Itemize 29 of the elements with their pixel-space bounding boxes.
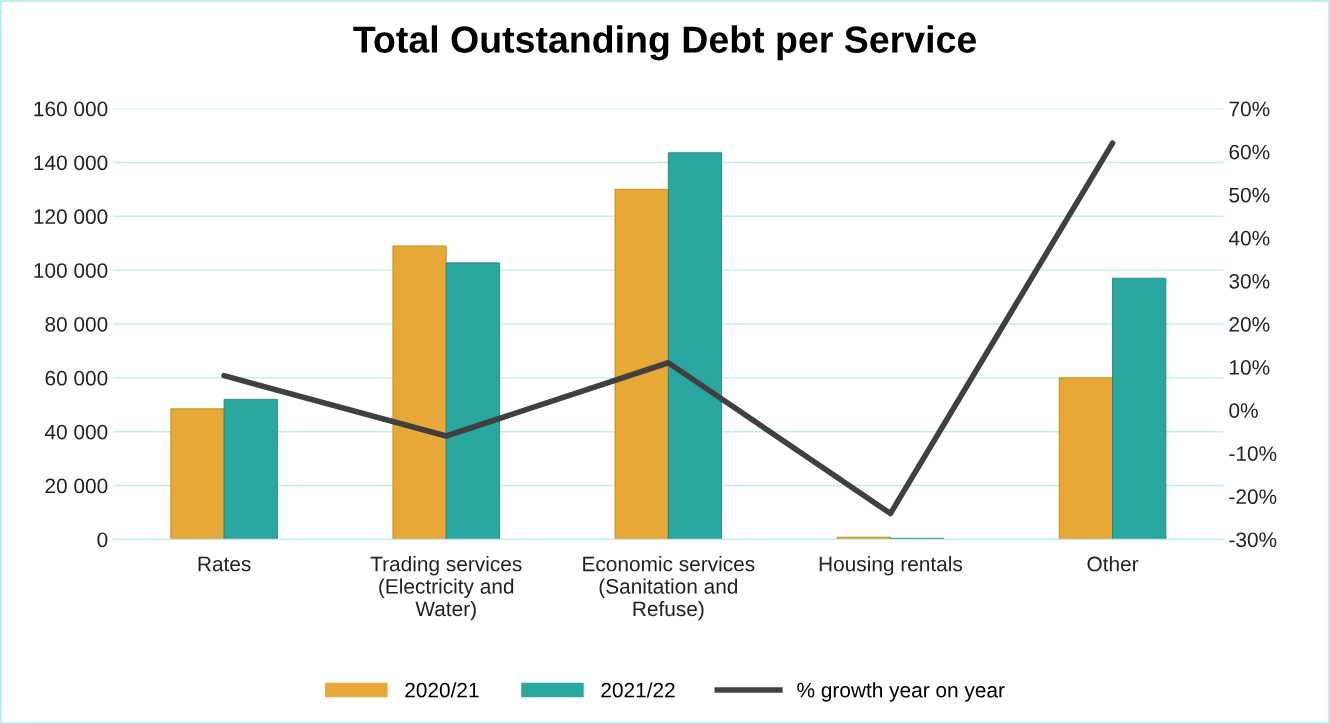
chart-title: Total Outstanding Debt per Service <box>353 25 976 61</box>
x-tick-label: Trading services (Electricity and Water) <box>370 556 522 621</box>
x-tick-label: Housing rentals <box>819 556 963 576</box>
y2-tick-label: 70% <box>1229 101 1270 117</box>
y2-tick-label: 50% <box>1229 187 1270 203</box>
x-tick-label: Economic services (Sanitation and Refuse) <box>583 556 755 621</box>
y-tick-label: 100 000 <box>34 263 108 278</box>
x-tick-label: Rates <box>198 556 251 572</box>
y-tick-label: 40 000 <box>44 424 108 440</box>
y2-tick-label: 0% <box>1229 403 1258 418</box>
y-tick-label: 60 000 <box>45 370 108 386</box>
y-tick-label: 20 000 <box>45 478 108 494</box>
y-tick-label: 80 000 <box>45 316 108 332</box>
legend-label: 2020/21 <box>405 682 479 698</box>
y2-tick-label: -20% <box>1229 489 1277 505</box>
y2-tick-label: 40% <box>1228 230 1270 246</box>
y2-tick-label: 10% <box>1230 360 1270 375</box>
y-tick-label: 140 000 <box>34 155 108 171</box>
legend-label: 2021/22 <box>601 682 675 698</box>
y2-tick-label: 20% <box>1229 316 1270 332</box>
y-tick-label: 160 000 <box>34 101 108 117</box>
y2-tick-label: 60% <box>1229 144 1270 160</box>
legend-label: % growth year on year <box>797 682 1005 702</box>
y-tick-label: 120 000 <box>34 209 108 225</box>
y2-tick-label: 30% <box>1229 273 1270 289</box>
y-tick-label: 0 <box>97 532 108 548</box>
y2-tick-label: -10% <box>1229 446 1277 461</box>
y2-tick-label: -30% <box>1229 532 1277 548</box>
x-tick-label: Other <box>1087 556 1139 572</box>
